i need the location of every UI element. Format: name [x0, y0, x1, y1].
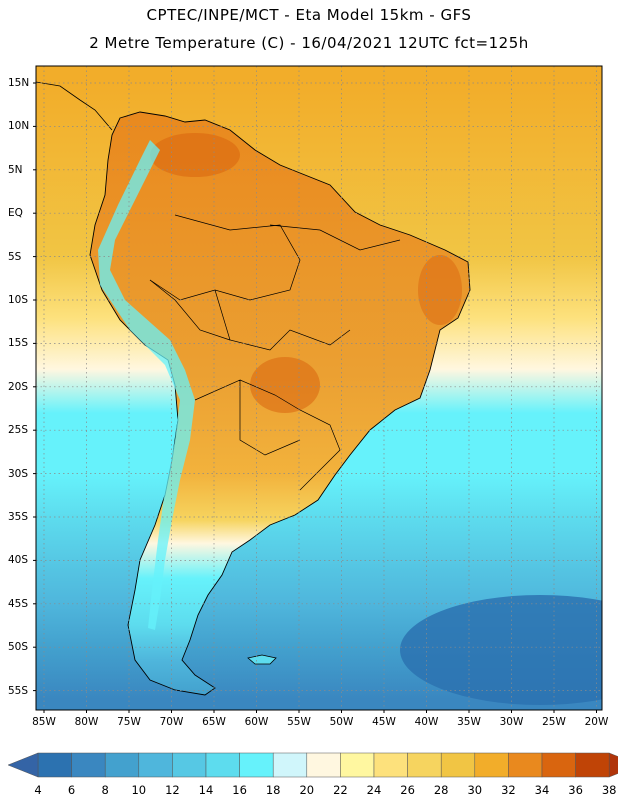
colorbar-label: 6: [67, 783, 76, 797]
longitude-label: 45W: [372, 716, 396, 728]
colorbar-label: 18: [265, 783, 281, 797]
colorbar-swatch: [407, 752, 442, 778]
map-subtitle: 2 Metre Temperature (C) - 16/04/2021 12U…: [89, 34, 529, 52]
colorbar-swatch: [440, 752, 476, 778]
colorbar-label: 28: [433, 783, 449, 797]
colorbar-swatch: [474, 752, 509, 778]
latitude-label: 10S: [8, 294, 29, 306]
hot-region-venezuela: [150, 133, 240, 177]
latitude-label: 15S: [8, 337, 29, 350]
latitude-label: 30S: [8, 467, 29, 480]
latitude-label: 5S: [8, 250, 22, 263]
hot-region-northeast: [418, 255, 462, 325]
colorbar-swatch: [306, 752, 341, 778]
andes-cold-strip: [98, 140, 195, 630]
colorbar-swatch: [138, 752, 173, 778]
falkland-islands: [247, 654, 277, 665]
colorbar-label: 26: [400, 783, 415, 797]
colorbar-swatch: [239, 752, 274, 778]
graticule: [36, 66, 602, 710]
colorbar-label: 34: [534, 783, 550, 797]
longitude-label: 20W: [584, 716, 609, 728]
latitude-label: 35S: [8, 511, 29, 523]
latitude-label: 15N: [8, 77, 30, 89]
cold-water-patch: [400, 595, 602, 705]
longitude-label: 25W: [542, 716, 566, 728]
longitude-label: 50W: [329, 716, 354, 728]
axis-ticks: [33, 82, 597, 713]
latitude-label: 25S: [8, 424, 29, 437]
colorbar-label: 10: [131, 783, 147, 797]
latitude-label: 5N: [8, 163, 23, 176]
colorbar-label: 30: [467, 783, 483, 797]
colorbar-swatch: [541, 752, 576, 778]
colorbar-swatch: [508, 752, 543, 778]
colorbar-swatch: [205, 752, 240, 778]
latitude-label: 45S: [8, 597, 29, 610]
colorbar-label: 8: [101, 783, 109, 797]
colorbar-label: 16: [232, 783, 247, 797]
latitude-label: 40S: [8, 554, 29, 567]
longitude-label: 70W: [159, 716, 184, 728]
longitude-label: 60W: [244, 716, 269, 728]
colorbar-swatch: [104, 752, 140, 778]
colorbar-swatch: [373, 752, 408, 778]
colorbar-swatch: [575, 752, 610, 778]
colorbar-label: 24: [366, 783, 382, 797]
latitude-label: 10N: [8, 120, 30, 133]
colorbar-label: 14: [198, 783, 214, 797]
map-frame: [35, 65, 603, 711]
latitude-label: 55S: [8, 684, 29, 697]
colorbar-label: 32: [501, 783, 516, 797]
colorbar-label: 12: [165, 783, 180, 797]
longitude-label: 40W: [414, 716, 439, 728]
colorbar: [7, 752, 618, 778]
colorbar-high-arrow: [608, 752, 618, 778]
colorbar-label: 4: [34, 783, 42, 797]
longitude-label: 65W: [202, 716, 226, 728]
colorbar-swatch: [37, 752, 72, 778]
longitude-label: 85W: [32, 716, 56, 728]
colorbar-label: 36: [568, 783, 583, 797]
longitude-label: 75W: [117, 716, 141, 728]
map-title: CPTEC/INPE/MCT - Eta Model 15km - GFS: [146, 6, 472, 24]
latitude-label: 20S: [8, 380, 29, 393]
colorbar-low-arrow: [7, 752, 39, 778]
longitude-label: 55W: [287, 716, 311, 728]
longitude-label: 35W: [457, 716, 481, 728]
colorbar-swatch: [272, 752, 308, 778]
hot-region-chaco: [250, 357, 320, 413]
colorbar-swatch: [71, 752, 106, 778]
longitude-label: 30W: [499, 716, 524, 728]
colorbar-swatch: [340, 752, 375, 778]
latitude-label: EQ: [8, 207, 23, 220]
caribbean-coast: [36, 81, 113, 131]
latitude-label: 50S: [8, 641, 29, 654]
longitude-label: 80W: [74, 716, 99, 728]
colorbar-label: 22: [333, 783, 348, 797]
colorbar-label: 20: [299, 783, 315, 797]
colorbar-swatch: [172, 752, 207, 778]
colorbar-label: 38: [601, 783, 617, 797]
